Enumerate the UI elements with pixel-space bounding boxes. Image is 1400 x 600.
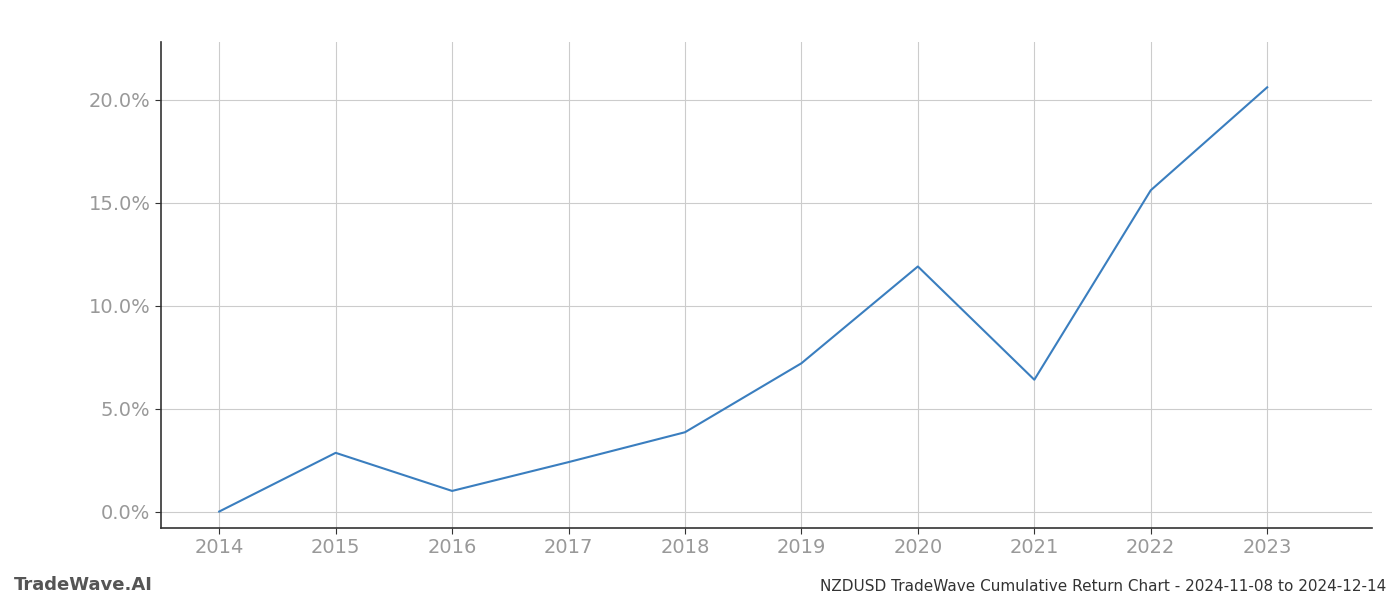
Text: TradeWave.AI: TradeWave.AI: [14, 576, 153, 594]
Text: NZDUSD TradeWave Cumulative Return Chart - 2024-11-08 to 2024-12-14: NZDUSD TradeWave Cumulative Return Chart…: [820, 579, 1386, 594]
